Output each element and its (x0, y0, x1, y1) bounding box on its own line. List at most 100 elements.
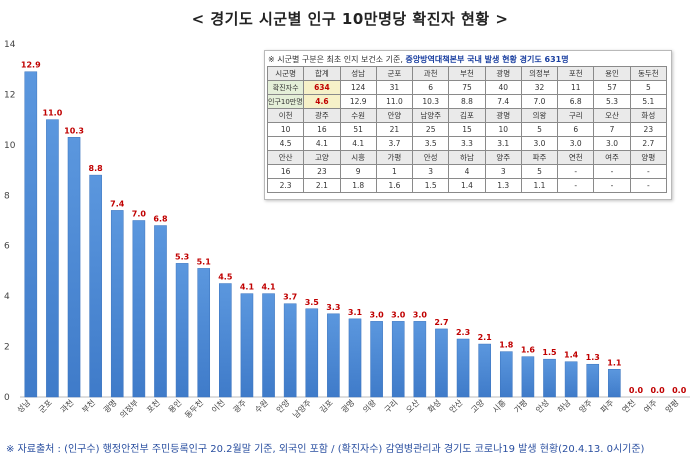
value-label: 1.6 (521, 346, 536, 355)
table-cell: 1 (375, 164, 414, 179)
table-cell: 10.3 (412, 94, 450, 109)
table-cell: 11.0 (375, 94, 414, 109)
table-header-cell: 안양 (375, 108, 414, 123)
table-cell: - (593, 164, 631, 179)
table-cell: 40 (484, 80, 522, 95)
bar (521, 356, 535, 398)
value-label: 1.4 (564, 351, 579, 360)
table-cell: 7 (593, 122, 631, 137)
table-header-cell: 광주 (303, 108, 341, 123)
x-tick-label: 연천 (620, 397, 637, 414)
y-tick-label: 8 (4, 191, 10, 201)
table-cell: 5 (520, 122, 559, 137)
table-cell: 10 (484, 122, 522, 137)
table-cell: 25 (412, 122, 450, 137)
table-header-cell: 용인 (593, 66, 631, 81)
bar (262, 293, 275, 398)
value-label: 4.5 (218, 273, 233, 282)
bar (197, 268, 211, 398)
table-header-row: 이천 광주 수원 안양 남양주 김포 광명 의왕 구리 오산 화성 (266, 108, 668, 123)
table-cell: 5 (520, 164, 559, 179)
y-tick-label: 10 (4, 141, 16, 151)
table-cell: 5.3 (593, 94, 631, 109)
y-tick-label: 12 (4, 90, 15, 100)
table-cell: 5.1 (629, 94, 668, 109)
table-cell: 23 (303, 164, 341, 179)
bar (67, 137, 81, 398)
table-header-cell: 군포 (375, 66, 414, 81)
table-row: 인구10만명당4.612.911.010.38.87.47.06.85.35.1 (266, 94, 668, 109)
value-labels: 12.911.010.38.87.47.06.85.35.14.54.1 4.13… (21, 61, 687, 395)
table-header-cell: 하남 (448, 150, 486, 165)
data-table: 시군명 합계 성남 군포 과천 부천 광명 의정부 포천 용인 동두천 확진자수 634 124 31 6 75… (266, 66, 668, 193)
table-cell: 3 (484, 164, 522, 179)
table-header-cell: 시군명 (266, 66, 305, 81)
bar (543, 358, 556, 398)
value-label: 3.3 (326, 303, 340, 312)
x-tick-labels: 성남 군포 과천 부천 광명 의정부 포천 용인 동두천 이천 광주 수원 안양 남양주 김포 광명 의왕 구리 오… (15, 397, 680, 420)
table-cell: 3 (412, 164, 450, 179)
x-tick-label: 이천 (209, 397, 226, 414)
x-tick-label: 용인 (166, 397, 183, 414)
table-header-cell: 안산 (266, 150, 305, 165)
table-cell: 21 (375, 122, 414, 137)
table-cell: 4.5 (266, 136, 305, 151)
value-label: 3.5 (305, 298, 320, 307)
table-cell: - (557, 178, 595, 193)
bars (24, 71, 621, 398)
table-header-cell: 동두천 (629, 66, 668, 81)
bar (110, 210, 124, 398)
table-header-cell: 포천 (557, 66, 595, 81)
value-label: 1.8 (499, 341, 514, 350)
table-header-cell: 고양 (303, 150, 341, 165)
bar (305, 308, 319, 398)
bar (24, 71, 38, 398)
table-header-cell: 오산 (593, 108, 631, 123)
x-tick-label: 가평 (512, 397, 529, 414)
table-cell: 6 (557, 122, 595, 137)
x-tick-label: 안성 (533, 397, 550, 414)
table-header-cell: 시흥 (339, 150, 377, 165)
bar (478, 343, 491, 398)
table-cell: 3.0 (593, 136, 631, 151)
table-cell: 57 (593, 80, 631, 95)
x-tick-label: 시흥 (490, 397, 507, 414)
table-header-cell: 부천 (448, 66, 486, 81)
table-cell: - (629, 164, 668, 179)
value-label: 0.0 (672, 386, 687, 395)
table-cell: 11 (557, 80, 595, 95)
table-cell: 51 (339, 122, 377, 137)
table-cell: 124 (339, 80, 377, 95)
table-cell: 3.7 (375, 136, 414, 151)
table-cell: 4.6 (303, 94, 341, 109)
y-tick-label: 2 (4, 343, 10, 353)
bar (327, 313, 340, 398)
x-tick-label: 광명 (339, 397, 356, 414)
table-note: ※ 시군별 구분은 최초 인지 보건소 기준, 중앙방역대책본부 국내 발생 현… (268, 54, 569, 65)
table-header-cell: 광명 (484, 66, 522, 81)
bar (348, 318, 362, 398)
table-header-cell: 파주 (520, 150, 559, 165)
table-cell: 1.5 (412, 178, 450, 193)
x-tick-label: 과천 (58, 397, 75, 414)
value-label: 3.0 (391, 310, 406, 319)
x-tick-label: 의왕 (361, 397, 379, 415)
table-cell: 8.8 (448, 94, 486, 109)
bar (370, 321, 383, 398)
table-cell: 31 (375, 80, 414, 95)
value-label: 5.1 (197, 257, 212, 266)
table-cell: - (629, 178, 668, 193)
table-header-cell: 구리 (557, 108, 595, 123)
table-header-cell: 연천 (557, 150, 595, 165)
value-label: 7.0 (132, 210, 147, 219)
table-row: 확진자수 634 124 31 6 75 40 32 11 57 5 (266, 80, 668, 95)
table-cell: 3.0 (557, 136, 595, 151)
bar (499, 351, 513, 398)
table-cell: 1.6 (375, 178, 414, 193)
bar (175, 263, 189, 398)
table-cell: 2.3 (266, 178, 305, 193)
bar (564, 361, 578, 398)
bar (219, 283, 232, 398)
table-header-cell: 화성 (629, 108, 668, 123)
